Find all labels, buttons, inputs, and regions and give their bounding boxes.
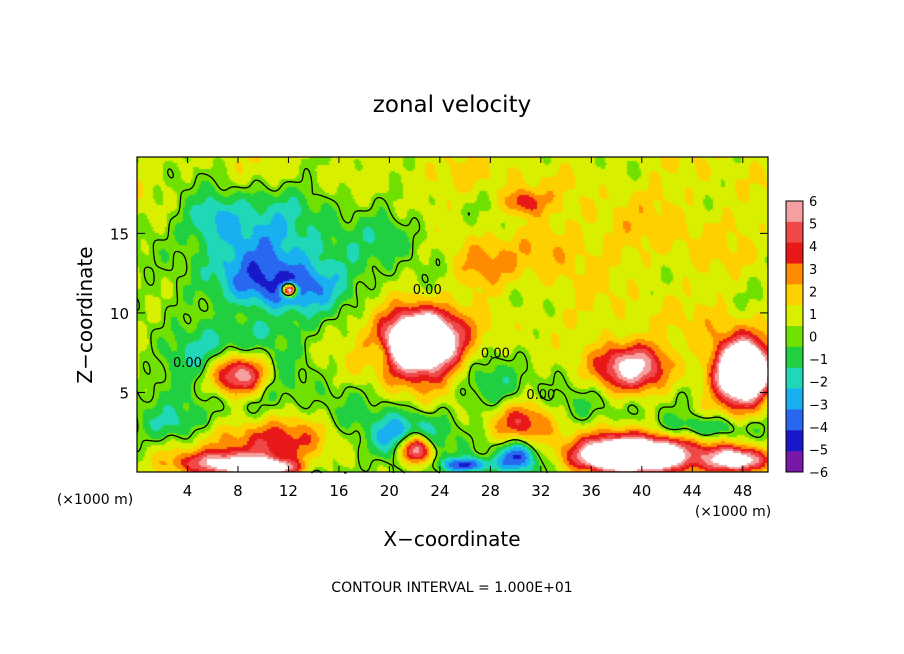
colorbar-label: 0 (809, 331, 817, 346)
colorbar-swatch (786, 326, 803, 348)
y-tick-label: 5 (119, 384, 129, 402)
x-tick-label: 24 (430, 482, 449, 500)
colorbar-swatch (786, 430, 803, 452)
colorbar-label: 4 (809, 240, 817, 255)
colorbar-label: −1 (809, 353, 828, 368)
y-axis-label: Z−coordinate (73, 246, 97, 383)
velocity-heatmap (137, 157, 768, 472)
x-axis-label: X−coordinate (383, 527, 520, 551)
colorbar-swatch (786, 284, 803, 306)
chart-title: zonal velocity (373, 92, 531, 118)
contour-label: 0.00 (481, 346, 510, 361)
colorbar-label: 5 (809, 218, 817, 233)
colorbar-swatch (786, 388, 803, 410)
x-tick-label: 12 (279, 482, 298, 500)
colorbar-label: −2 (809, 376, 828, 391)
colorbar-swatch (786, 201, 803, 223)
colorbar-label: −6 (809, 466, 828, 481)
x-tick-label: 32 (531, 482, 550, 500)
contour-label: 0.00 (526, 388, 555, 403)
colorbar-swatch (786, 346, 803, 369)
colorbar-swatch (786, 242, 803, 265)
colorbar-swatch (786, 263, 803, 285)
colorbar-frame (785, 200, 804, 473)
colorbar-label: 2 (809, 285, 817, 300)
zero-contour-line (136, 167, 766, 474)
colorbar-label: −5 (809, 443, 828, 458)
x-tick-label: 48 (733, 482, 752, 500)
x-tick-label: 40 (632, 482, 651, 500)
colorbar-label: 3 (809, 263, 817, 278)
x-tick-label: 28 (481, 482, 500, 500)
colorbar-label: 6 (809, 195, 817, 210)
x-tick-label: 20 (380, 482, 399, 500)
colorbar-label: −3 (809, 398, 828, 413)
colorbar-swatch (786, 409, 803, 431)
plot-frame (136, 156, 769, 473)
y-tick-label: 15 (110, 225, 129, 243)
contour-interval-note: CONTOUR INTERVAL = 1.000E+01 (331, 580, 572, 596)
x-tick-label: 16 (329, 482, 348, 500)
colorbar-swatch (786, 305, 803, 327)
colorbar-label: 1 (809, 308, 817, 323)
x-unit-right: (×1000 m) (695, 504, 771, 520)
y-tick-label: 10 (110, 305, 129, 323)
x-tick-label: 36 (582, 482, 601, 500)
colorbar: 6 5 4 3 2 1 0 −1 −2 −3 −4 −5 −6 (785, 195, 828, 481)
y-axis: 5 10 15 (110, 225, 768, 402)
zero-contours (136, 167, 766, 474)
x-axis: 4 8 12 16 20 24 28 32 36 40 44 48 (183, 157, 752, 500)
x-tick-label: 44 (683, 482, 702, 500)
x-tick-label: 4 (183, 482, 193, 500)
colorbar-swatch (786, 367, 803, 390)
plot-area: 0.00 0.00 0.00 0.00 (136, 156, 769, 474)
x-unit-left: (×1000 m) (57, 492, 133, 508)
x-tick-label: 8 (233, 482, 243, 500)
colorbar-label: −4 (809, 421, 828, 436)
contour-labels: 0.00 0.00 0.00 0.00 (173, 283, 555, 403)
contour-label: 0.00 (413, 283, 442, 298)
colorbar-swatch (786, 221, 803, 244)
contour-label: 0.00 (173, 356, 202, 371)
colorbar-swatch (786, 451, 803, 473)
